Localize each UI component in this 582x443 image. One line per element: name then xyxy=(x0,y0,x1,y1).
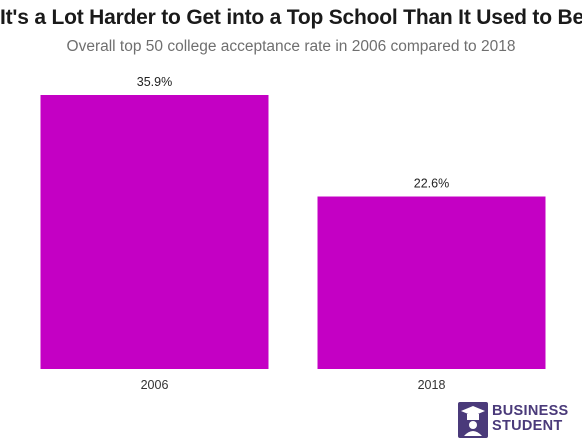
bar-2018 xyxy=(317,196,546,369)
logo-text-line1: BUSINESS xyxy=(492,403,569,419)
x-tick-label-2006: 2006 xyxy=(141,378,169,392)
logo-text-line2: STUDENT xyxy=(492,418,563,434)
bar-2006 xyxy=(40,95,269,369)
chart-subtitle: Overall top 50 college acceptance rate i… xyxy=(66,38,516,55)
x-tick-label-2018: 2018 xyxy=(418,378,446,392)
business-student-logo: BUSINESS STUDENT xyxy=(458,402,576,438)
data-label-2006: 35.9% xyxy=(137,75,172,89)
data-label-2018: 22.6% xyxy=(414,177,449,191)
graduate-cap-icon xyxy=(458,402,488,438)
chart-title: It's a Lot Harder to Get into a Top Scho… xyxy=(0,6,582,29)
